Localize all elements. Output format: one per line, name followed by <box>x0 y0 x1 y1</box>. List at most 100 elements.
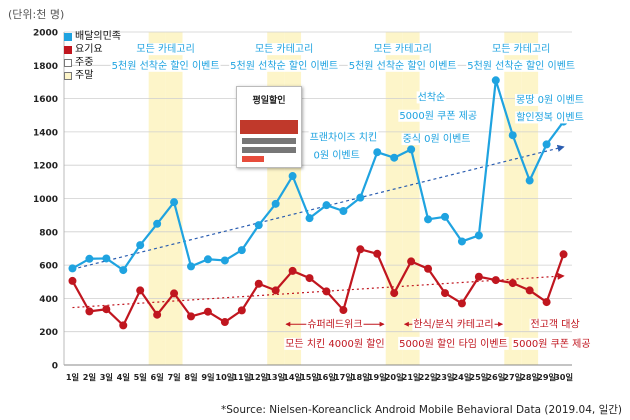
annotation-text: 모든 카테고리 <box>255 43 313 55</box>
legend-label: 주중 <box>75 57 94 68</box>
data-point <box>542 140 551 149</box>
data-point <box>424 215 433 224</box>
promo-button-graphic <box>242 156 264 162</box>
promo-banner <box>240 120 298 134</box>
x-tick-label: 30일 <box>554 372 573 382</box>
data-point <box>170 289 179 298</box>
annotation-text: 할인정복 이벤트 <box>516 111 584 123</box>
annotation-text: 5천원 선착순 할인 이벤트 <box>112 60 220 72</box>
x-tick-label: 10일 <box>215 372 234 382</box>
x-tick-label: 11일 <box>232 372 251 382</box>
annotation-bg <box>466 59 577 72</box>
data-point <box>254 279 263 288</box>
annotation-bg <box>306 317 364 331</box>
legend-item: 배달의민족 <box>64 30 121 43</box>
data-point <box>356 193 365 202</box>
annotation-bg <box>398 336 509 350</box>
annotation-text: 슈퍼레드위크 <box>307 318 362 331</box>
annotation-text: 5천원 선착순 할인 이벤트 <box>467 60 575 72</box>
data-point <box>525 286 534 295</box>
data-point <box>491 276 500 285</box>
data-point <box>559 250 568 259</box>
data-point <box>288 172 297 181</box>
data-point <box>474 272 483 281</box>
source-note: *Source: Nielsen-Koreanclick Android Mob… <box>221 404 622 416</box>
annotation-text: 5000원 쿠폰 제공 <box>513 338 591 350</box>
trend-line <box>72 272 565 309</box>
series-line <box>71 79 565 272</box>
x-tick-label: 28일 <box>520 372 539 382</box>
legend-item: 주중 <box>64 56 121 69</box>
annotation-text: 5000원 쿠폰 제공 <box>399 110 477 122</box>
x-tick-label: 5일 <box>134 372 147 382</box>
annotation-bg <box>515 111 585 124</box>
data-point <box>339 206 348 215</box>
data-point <box>237 306 246 315</box>
data-point <box>407 145 416 154</box>
data-point <box>441 212 449 221</box>
data-point <box>542 298 551 307</box>
annotation-text: 중식 0원 이벤트 <box>403 133 471 145</box>
y-tick-label: 1000 <box>33 195 58 205</box>
annotation-bg <box>401 133 472 146</box>
x-tick-label: 26일 <box>486 372 505 382</box>
data-point <box>220 256 229 265</box>
promo-row <box>242 138 296 144</box>
data-point <box>390 289 399 298</box>
y-tick-label: 1600 <box>33 95 58 105</box>
trend-line <box>72 144 565 270</box>
x-tick-label: 13일 <box>266 372 285 382</box>
data-point <box>508 279 517 288</box>
data-point <box>322 287 331 296</box>
data-point <box>119 321 128 330</box>
x-tick-label: 16일 <box>317 372 336 382</box>
data-point <box>271 286 280 295</box>
annotation-text: 한식/분식 카테고리 <box>413 319 493 331</box>
legend-item: 주말 <box>64 69 121 82</box>
annotation-bg <box>515 93 585 106</box>
legend-label: 요기요 <box>75 44 103 55</box>
y-tick-label: 1200 <box>33 162 58 172</box>
data-point <box>203 255 212 264</box>
data-point <box>136 286 145 295</box>
annotation-text: 모든 카테고리 <box>373 43 431 55</box>
x-tick-label: 7일 <box>167 372 180 382</box>
legend-swatch <box>64 71 72 80</box>
data-point <box>153 219 162 228</box>
x-tick-label: 27일 <box>503 372 522 382</box>
data-point <box>187 312 195 321</box>
annotation-text: 프랜차이즈 치킨 <box>310 131 378 143</box>
annotation-text: 선착순 <box>418 91 446 103</box>
x-tick-label: 24일 <box>452 372 471 382</box>
x-tick-label: 8일 <box>184 372 197 382</box>
x-tick-label: 9일 <box>201 372 214 382</box>
annotation-text: 몽땅 0원 이벤트 <box>516 94 584 106</box>
data-point <box>322 201 331 210</box>
data-point <box>254 221 263 230</box>
legend-swatch <box>64 32 72 41</box>
promo-row <box>242 147 296 153</box>
data-point <box>373 148 382 157</box>
annotation-text: 5천원 선착순 할인 이벤트 <box>349 60 457 72</box>
annotation-bg <box>110 59 221 72</box>
data-point <box>136 241 145 250</box>
legend-label: 주말 <box>75 70 94 81</box>
x-tick-label: 23일 <box>436 372 455 382</box>
data-point <box>424 264 433 273</box>
legend-item: 요기요 <box>64 43 121 56</box>
x-tick-label: 15일 <box>300 372 319 382</box>
data-point <box>525 176 534 185</box>
annotation-bg <box>308 131 379 144</box>
y-tick-label: 200 <box>39 328 58 338</box>
data-point <box>407 257 416 266</box>
data-point <box>390 153 399 162</box>
data-point <box>288 266 297 275</box>
legend-swatch <box>64 45 72 54</box>
annotation-bg <box>398 109 479 122</box>
data-point <box>68 264 77 273</box>
x-tick-label: 3일 <box>100 372 113 382</box>
data-point <box>187 262 195 271</box>
data-point <box>305 214 314 223</box>
